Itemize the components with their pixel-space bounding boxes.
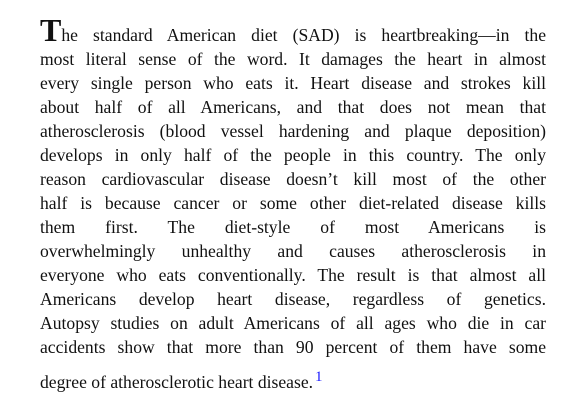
footnote-link[interactable]: 1 xyxy=(315,369,323,385)
paragraph-line: about half of all Americans, and that do… xyxy=(40,97,546,117)
first-line-text: he standard American diet (SAD) is heart… xyxy=(61,25,546,45)
paragraph-line: Americans develop heart disease, regardl… xyxy=(40,289,546,309)
paragraph-line: every single person who eats it. Heart d… xyxy=(40,73,546,93)
paragraph-line: half is because cancer or some other die… xyxy=(40,193,546,213)
paragraph-last-line: degree of atherosclerotic heart disease.… xyxy=(40,365,546,394)
paragraph-line: most literal sense of the word. It damag… xyxy=(40,49,546,69)
paragraph-line: them first. The diet-style of most Ameri… xyxy=(40,217,546,237)
paragraph-line: accidents show that more than 90 percent… xyxy=(40,337,546,357)
paragraph-line: reason cardiovascular disease doesn’t ki… xyxy=(40,169,546,189)
last-line-text: degree of atherosclerotic heart disease. xyxy=(40,372,314,392)
paragraph-line: everyone who eats conventionally. The re… xyxy=(40,265,546,285)
paragraph-line: atherosclerosis (blood vessel hardening … xyxy=(40,121,546,141)
body-paragraph: The standard American diet (SAD) is hear… xyxy=(40,14,546,394)
paragraph-line: The standard American diet (SAD) is hear… xyxy=(40,14,546,47)
paragraph-line: develops in only half of the people in t… xyxy=(40,145,546,165)
paragraph-line: overwhelmingly unhealthy and causes athe… xyxy=(40,241,546,261)
paragraph-line: Autopsy studies on adult Americans of al… xyxy=(40,313,546,333)
document-page: The standard American diet (SAD) is hear… xyxy=(40,14,546,394)
drop-cap: T xyxy=(40,12,62,48)
